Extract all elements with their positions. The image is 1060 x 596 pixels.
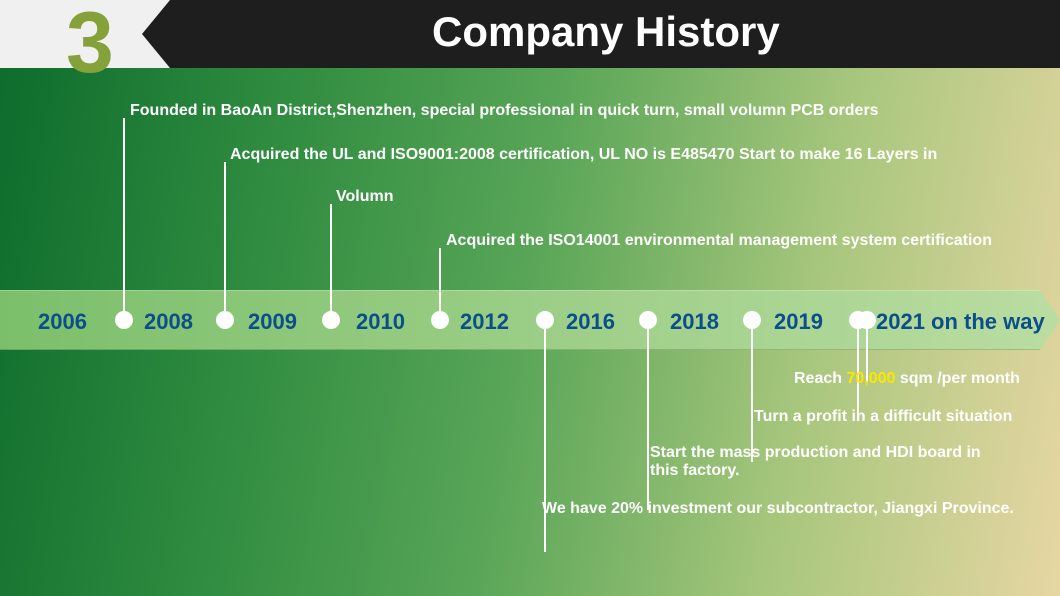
description-text: Volumn: [336, 188, 393, 205]
timeline-description: Reach 70,000 sqm /per month: [794, 370, 1020, 388]
header-notch: [142, 0, 170, 68]
timeline-year: 2012: [460, 309, 509, 335]
description-text: Reach: [794, 370, 846, 387]
page-title: Company History: [432, 8, 780, 56]
highlight-text: 70,000: [846, 370, 895, 387]
timeline-description: Volumn: [336, 188, 393, 206]
timeline-description: Turn a profit in a difficult situation: [754, 408, 1012, 426]
timeline-connector: [751, 329, 753, 462]
timeline-year: 2019: [774, 309, 823, 335]
timeline-connector: [439, 248, 441, 311]
timeline-year: 2008: [144, 309, 193, 335]
timeline-connector: [123, 118, 125, 311]
timeline-description: Founded in BaoAn District,Shenzhen, spec…: [130, 102, 879, 120]
description-text: this factory.: [650, 462, 740, 479]
timeline-dot: [743, 311, 761, 329]
timeline-description: Acquired the ISO14001 environmental mana…: [446, 232, 992, 250]
timeline-dot: [639, 311, 657, 329]
description-text: sqm /per month: [895, 370, 1019, 387]
timeline-dot: [536, 311, 554, 329]
timeline-year: 2006: [38, 309, 87, 335]
timeline-year: 2009: [248, 309, 297, 335]
timeline-dot: [431, 311, 449, 329]
description-text: Turn a profit in a difficult situation: [754, 408, 1012, 425]
timeline-year: 2016: [566, 309, 615, 335]
description-text: Acquired the UL and ISO9001:2008 certifi…: [230, 146, 937, 163]
description-text: Start the mass production and HDI board …: [650, 444, 981, 461]
timeline-connector: [647, 329, 649, 510]
timeline-year: 2018: [670, 309, 719, 335]
slide-number: 3: [66, 0, 114, 86]
timeline-description: Acquired the UL and ISO9001:2008 certifi…: [230, 146, 937, 164]
timeline-connector: [330, 204, 332, 311]
timeline-description: Start the mass production and HDI board …: [650, 444, 981, 480]
timeline-dot: [322, 311, 340, 329]
description-text: We have 20% investment our subcontractor…: [542, 500, 1014, 517]
timeline-dot: [216, 311, 234, 329]
description-text: Founded in BaoAn District,Shenzhen, spec…: [130, 102, 879, 119]
timeline-year: 2010: [356, 309, 405, 335]
timeline-description: We have 20% investment our subcontractor…: [542, 500, 1014, 518]
timeline-dot: [115, 311, 133, 329]
description-text: Acquired the ISO14001 environmental mana…: [446, 232, 992, 249]
timeline-connector: [544, 329, 546, 552]
timeline-connector: [224, 162, 226, 311]
timeline-year: 2021 on the way: [876, 309, 1045, 335]
timeline-dot: [858, 311, 876, 329]
